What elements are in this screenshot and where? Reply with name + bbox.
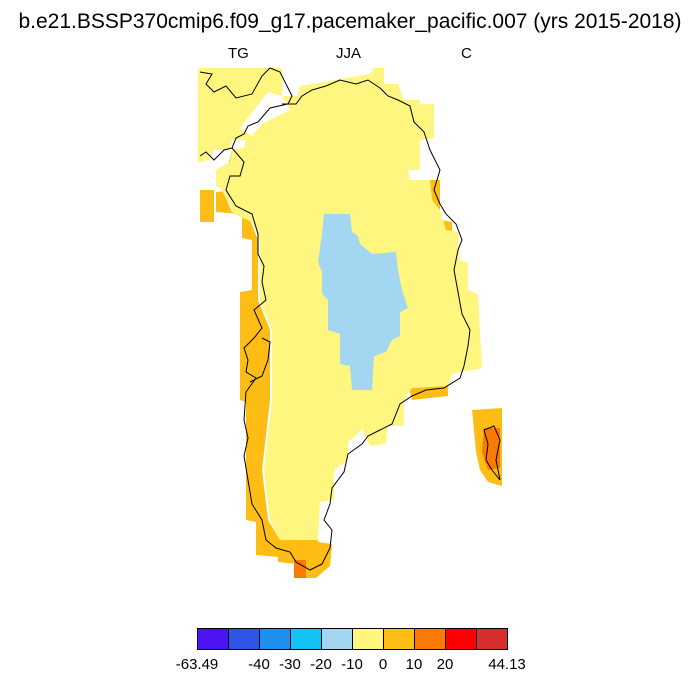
colorbar-tick-label: 10 xyxy=(405,656,423,673)
colorbar-tick-label: 44.13 xyxy=(488,656,526,673)
colorbar-swatch xyxy=(290,628,322,650)
colorbar xyxy=(197,628,508,652)
coastline-inner xyxy=(249,337,271,383)
season-label: JJA xyxy=(336,45,362,62)
colorbar-swatch xyxy=(445,628,477,650)
colorbar-swatch xyxy=(259,628,291,650)
colorbar-tick-label: -10 xyxy=(341,656,363,673)
colorbar-swatch xyxy=(352,628,384,650)
colorbar-tick-label: -30 xyxy=(279,656,301,673)
map-title: b.e21.BSSP370cmip6.f09_g17.pacemaker_pac… xyxy=(18,10,682,33)
coastline-island xyxy=(483,425,501,481)
coastline xyxy=(199,67,471,571)
colorbar-swatch xyxy=(476,628,508,650)
colorbar-swatch xyxy=(414,628,446,650)
dark-orange-patch xyxy=(294,560,306,578)
colorbar-tick-label: -20 xyxy=(310,656,332,673)
colorbar-swatch xyxy=(197,628,229,650)
colorbar-tick-label: -63.49 xyxy=(175,656,219,673)
colorbar-tick-label: 20 xyxy=(436,656,454,673)
colorbar-tick-label: -40 xyxy=(248,656,270,673)
colorbar-swatch xyxy=(228,628,260,650)
colorbar-tick-label: 0 xyxy=(378,656,388,673)
colorbar-swatch xyxy=(383,628,415,650)
colorbar-swatch xyxy=(321,628,353,650)
units-label: C xyxy=(461,45,472,62)
light-blue-region xyxy=(318,214,408,390)
variable-label: TG xyxy=(228,45,249,62)
